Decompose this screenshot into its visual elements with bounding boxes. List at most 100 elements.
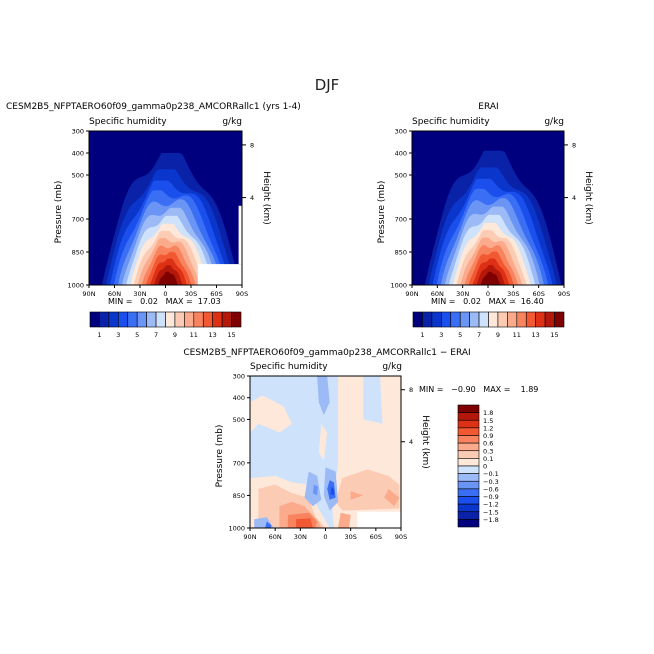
colorbar1-box xyxy=(165,311,176,328)
missing-data-mask xyxy=(357,511,401,528)
colorbar2-box xyxy=(535,311,546,328)
x-tick-label: 0 xyxy=(163,290,167,298)
colorbar1-box xyxy=(202,311,213,328)
colorbar1-label: 11 xyxy=(190,331,198,339)
contour-fill-group xyxy=(250,376,401,528)
y-tick-label: 500 xyxy=(233,416,245,424)
min-label: MIN = xyxy=(431,297,456,306)
contour-positive xyxy=(338,512,351,528)
x-tick-label: 30N xyxy=(133,290,146,298)
right-tick-label: 8 xyxy=(250,141,254,149)
colorbar3-label: −0.6 xyxy=(483,485,499,493)
colorbar3-box xyxy=(457,427,480,436)
min-value: 0.02 xyxy=(140,297,158,306)
colorbar1-box xyxy=(155,311,166,328)
contour-level-15 xyxy=(158,271,179,285)
x-tick-label: 30S xyxy=(185,290,197,298)
colorbar3-box xyxy=(457,442,480,452)
colorbar1-box xyxy=(146,311,157,328)
x-tick-label: 30N xyxy=(456,290,469,298)
min-label: MIN = xyxy=(419,385,444,394)
colorbar1-label: 1 xyxy=(97,331,101,339)
x-tick-label: 90N xyxy=(82,290,95,298)
max-label: MAX = xyxy=(488,297,516,306)
max-value: 16.40 xyxy=(520,297,544,306)
min-label: MIN = xyxy=(108,297,133,306)
x-tick-label: 30S xyxy=(344,533,356,541)
colorbar2-box xyxy=(450,311,461,328)
panel3-variable-label: Specific humidity xyxy=(250,362,328,372)
colorbar2-box xyxy=(412,311,423,328)
y-tick-label: 1000 xyxy=(228,525,245,533)
y-tick-label: 400 xyxy=(72,150,84,158)
max-value: 17.03 xyxy=(197,297,221,306)
y-tick-label: 700 xyxy=(233,459,245,467)
colorbar3-label: 0.1 xyxy=(483,455,493,463)
y-tick-label: 500 xyxy=(395,172,407,180)
colorbar1-box xyxy=(212,311,223,328)
colorbar3-label: 1.2 xyxy=(483,424,493,432)
colorbar2-box xyxy=(422,311,433,328)
panel2-title: ERAI xyxy=(478,102,499,112)
colorbar1-label: 15 xyxy=(227,331,235,339)
right-tick-label: 4 xyxy=(572,194,576,202)
y-axis-label: Pressure (mb) xyxy=(54,181,64,244)
colorbar3-label: −0.9 xyxy=(483,493,499,501)
y-tick-label: 1000 xyxy=(67,282,84,290)
right-tick-label: 4 xyxy=(250,194,254,202)
panel3-units-label: g/kg xyxy=(382,362,402,372)
colorbar3-label: 0.6 xyxy=(483,440,493,448)
colorbar1-box xyxy=(184,311,195,328)
y-tick-label: 850 xyxy=(72,249,84,257)
contour-positive xyxy=(384,488,400,507)
y-tick-label: 700 xyxy=(395,216,407,224)
y-axis-right-label: Height (km) xyxy=(261,171,271,225)
x-tick-label: 60S xyxy=(370,533,382,541)
y-tick-label: 300 xyxy=(233,373,245,381)
panel1-title: CESM2B5_NFPTAERO60f09_gamma0p238_AMCORRa… xyxy=(6,102,301,112)
colorbar2-box xyxy=(525,311,536,328)
colorbar1-label: 7 xyxy=(154,331,158,339)
colorbar2-label: 3 xyxy=(439,331,443,339)
contour-fill-group xyxy=(412,131,564,285)
panel2-units-label: g/kg xyxy=(544,117,564,127)
max-label: MAX = xyxy=(165,297,193,306)
colorbar3-label: 0 xyxy=(483,463,487,471)
colorbar3-box xyxy=(457,458,480,467)
x-tick-label: 30S xyxy=(507,290,519,298)
colorbar3-box xyxy=(457,503,480,513)
colorbar2-box xyxy=(459,311,470,328)
colorbar3-label: 0.3 xyxy=(483,447,493,455)
contour-positive xyxy=(296,518,313,528)
y-tick-label: 400 xyxy=(395,150,407,158)
colorbar1-box xyxy=(89,311,100,328)
x-tick-label: 90S xyxy=(236,290,248,298)
colorbar1-box xyxy=(221,311,232,328)
contour-negative xyxy=(265,521,272,528)
colorbar1-box xyxy=(231,311,242,328)
y-tick-label: 300 xyxy=(72,128,84,136)
colorbar3-label: −0.3 xyxy=(483,478,499,486)
colorbar2-label: 11 xyxy=(513,331,521,339)
colorbar2-box xyxy=(441,311,452,328)
colorbar1-box xyxy=(193,311,204,328)
colorbar2-box xyxy=(554,311,565,328)
colorbar3-box xyxy=(457,488,480,497)
colorbar1-box xyxy=(136,311,147,328)
panel1-units-label: g/kg xyxy=(222,117,242,127)
colorbar3-box xyxy=(457,480,480,490)
panel2-stats: MIN = 0.02 MAX = 16.40 xyxy=(431,297,544,307)
y-tick-label: 500 xyxy=(72,172,84,180)
contour-positive xyxy=(335,469,400,511)
colorbar3-box xyxy=(457,419,480,429)
contour-negative xyxy=(330,486,334,496)
colorbar2-label: 5 xyxy=(458,331,462,339)
colorbar3-label: −1.2 xyxy=(483,501,499,509)
colorbar3-box xyxy=(457,435,480,444)
x-tick-label: 90N xyxy=(405,290,418,298)
contour-positive xyxy=(250,395,292,433)
y-tick-label: 850 xyxy=(233,492,245,500)
colorbar3-box xyxy=(457,496,480,505)
contour-negative xyxy=(317,376,330,416)
contour-negative xyxy=(312,484,318,496)
